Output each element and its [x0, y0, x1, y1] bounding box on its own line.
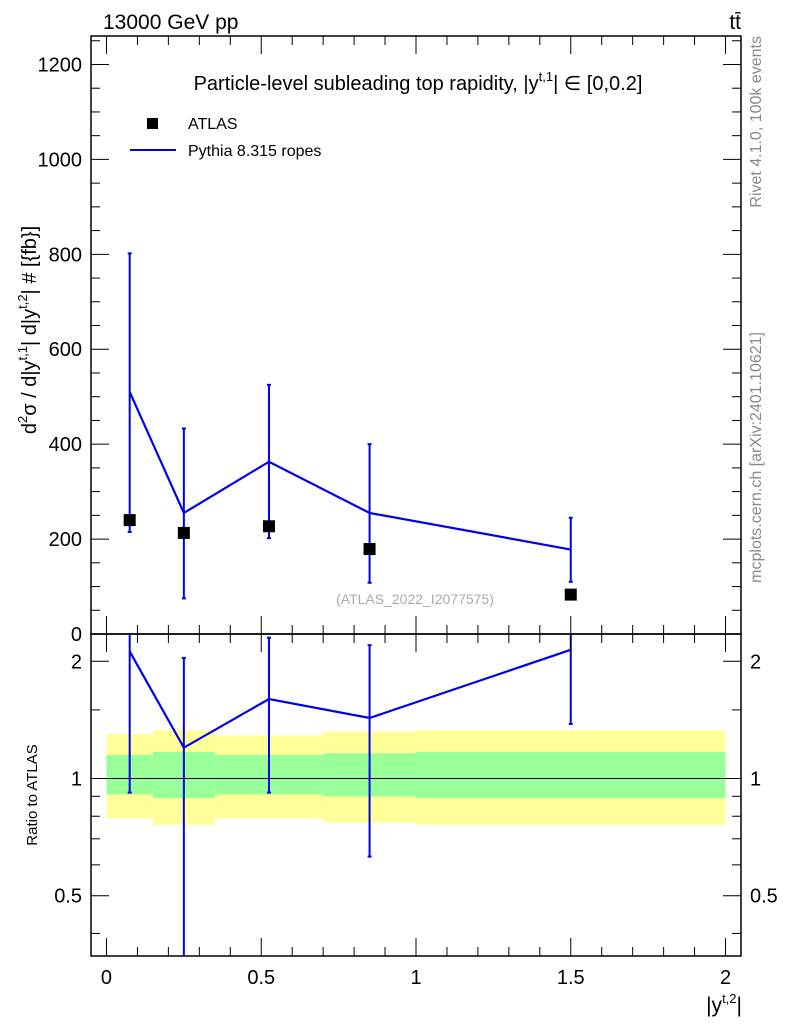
xtick-label: 0 — [101, 967, 112, 989]
ratio-ytick-label-right: 1 — [750, 768, 761, 790]
chart-title: Particle-level subleading top rapidity, … — [194, 69, 643, 95]
chart-title-tail: | ∈ [0,0.2] — [553, 73, 642, 95]
ratio-band-inner-4 — [416, 751, 726, 799]
xtick-label: 1.5 — [557, 967, 585, 989]
xtick-label: 1 — [410, 967, 421, 989]
ratio-panel: 0.5 0.5 1 1 2 2 0 0.5 1 1.5 2 — [54, 633, 778, 989]
main-ytick-label: 1200 — [38, 54, 83, 76]
ylabel-sup-2: t,1 — [15, 346, 30, 360]
x-axis-label: |yt,2| — [706, 991, 742, 1017]
atlas-data-point — [123, 514, 136, 527]
energy-label: 13000 GeV pp — [103, 11, 238, 34]
ylabel-part-d: | # [{fb}] — [19, 226, 41, 295]
legend-pythia-label: Pythia 8.315 ropes — [188, 143, 321, 160]
legend-atlas-marker — [147, 118, 158, 129]
ylabel-part-c: | d|y — [19, 309, 41, 346]
ylabel-sup-1: 2 — [15, 416, 30, 423]
ratio-ytick-label-left: 2 — [71, 651, 82, 673]
analysis-annotation: (ATLAS_2022_I2077575) — [336, 591, 494, 607]
main-ytick-label: 600 — [49, 339, 82, 361]
main-mc-line — [128, 391, 571, 551]
xlabel-base: |y — [706, 994, 722, 1017]
ylabel-part-a: d — [19, 423, 41, 434]
process-label: tt̄ — [729, 11, 741, 34]
main-ytick-label: 0 — [71, 624, 82, 646]
atlas-data-point — [262, 520, 275, 533]
atlas-data-point — [363, 543, 376, 556]
ratio-ytick-label-right: 2 — [750, 651, 761, 673]
chart-title-sup: t,1 — [539, 69, 553, 84]
main-y-axis-label: d2σ / d|yt,1| d|yt,2| # [{fb}] — [15, 226, 41, 434]
xtick-label: 0.5 — [247, 967, 275, 989]
xtick-label: 2 — [720, 967, 731, 989]
xlabel-sup: t,2 — [722, 991, 736, 1006]
atlas-data-point — [177, 526, 190, 539]
mcplots-label: mcplots.cern.ch [arXiv:2401.10621] — [748, 332, 765, 583]
ratio-ytick-label-left: 0.5 — [54, 886, 82, 908]
rivet-label: Rivet 4.1.0, 100k events — [748, 36, 765, 208]
chart-title-main: Particle-level subleading top rapidity, … — [194, 73, 539, 95]
atlas-data-point — [564, 588, 577, 601]
xlabel-tail: | — [737, 994, 742, 1017]
main-panel: 0 200 400 600 800 1000 1200 — [38, 35, 742, 646]
legend-atlas-label: ATLAS — [188, 116, 238, 133]
ratio-y-axis-label: Ratio to ATLAS — [24, 744, 41, 845]
main-ytick-label: 1000 — [38, 149, 83, 171]
ratio-ytick-label-right: 0.5 — [750, 886, 778, 908]
main-ytick-label: 800 — [49, 244, 82, 266]
ylabel-sup-3: t,2 — [15, 294, 30, 308]
main-ytick-label: 200 — [49, 529, 82, 551]
ylabel-part-b: σ / d|y — [19, 360, 41, 415]
main-ytick-label: 400 — [49, 434, 82, 456]
ratio-ytick-label-left: 1 — [71, 768, 82, 790]
